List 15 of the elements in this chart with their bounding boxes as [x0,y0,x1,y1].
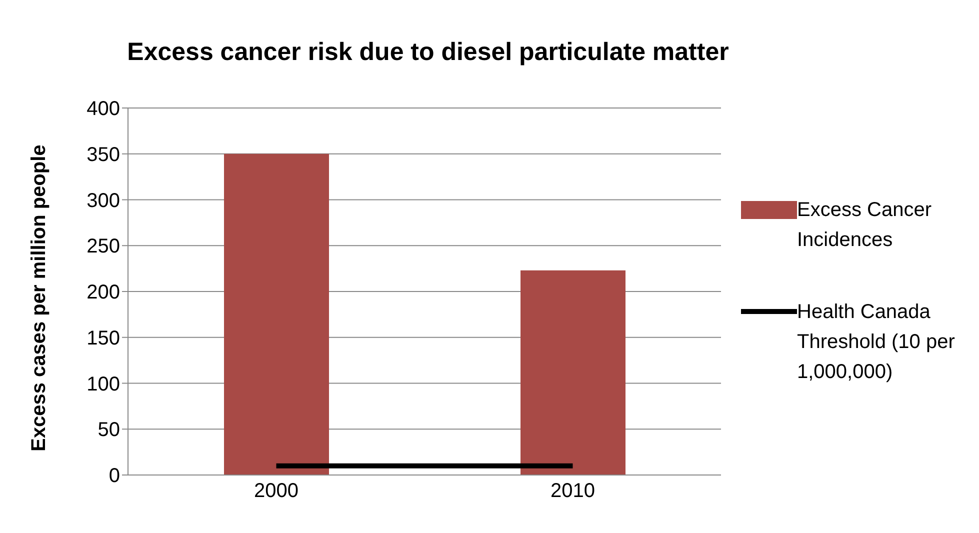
x-tick-label: 2010 [550,480,595,502]
y-tick-label: 100 [86,373,120,396]
x-tick-label: 2000 [254,480,298,502]
legend-label: Health Canada Threshold (10 per 1,000,000) [797,300,956,384]
y-tick-label: 200 [86,282,120,304]
y-tick-label: 150 [86,327,120,350]
y-tick-label: 300 [86,190,120,212]
y-tick-label: 400 [86,98,120,120]
y-tick-label: 50 [98,419,120,442]
y-tick-label: 250 [86,236,120,258]
chart-title: Excess cancer risk due to diesel particulate matter [126,37,730,68]
legend-label: Excess Cancer Incidences [797,198,932,252]
y-tick-label: 350 [86,144,120,166]
y-tick-label: 0 [108,465,120,488]
y-axis-title: Excess cases per million people [28,144,50,452]
